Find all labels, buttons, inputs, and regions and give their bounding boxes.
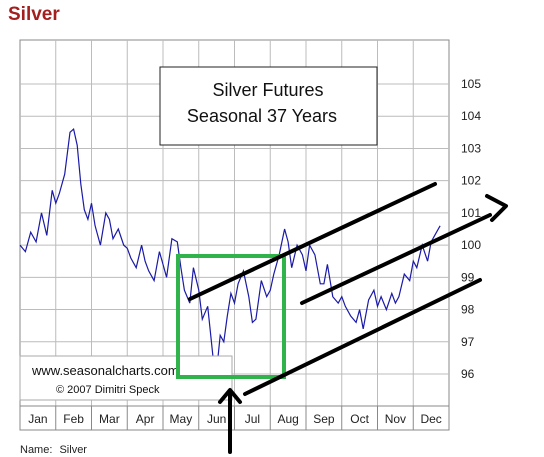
y-tick-label: 102	[461, 174, 481, 188]
x-tick-label: Jan	[28, 412, 47, 426]
trend-line-middle	[300, 213, 492, 305]
trend-line-lower	[243, 278, 482, 396]
x-tick-label: Sep	[313, 412, 335, 426]
chart-title-box	[159, 66, 378, 146]
x-tick-label: Feb	[63, 412, 84, 426]
chart-title: Silver Futures	[212, 80, 323, 100]
x-tick-label: Mar	[99, 412, 120, 426]
x-tick-label: Jul	[245, 412, 260, 426]
y-tick-label: 99	[461, 270, 475, 284]
page-title: Silver	[8, 4, 60, 25]
x-tick-label: Nov	[385, 412, 406, 426]
y-tick-labels: 96 97 98 99 100 101 102 103 104 105	[461, 77, 481, 381]
x-tick-label: Jun	[207, 412, 226, 426]
y-tick-label: 98	[461, 303, 475, 317]
x-tick-label: Dec	[420, 412, 441, 426]
x-tick-label: May	[170, 412, 193, 426]
footer-name: Name: Silver	[20, 444, 91, 456]
arrowhead-up	[218, 388, 242, 404]
footer-label: Name:	[20, 444, 53, 456]
watermark-url: www.seasonalcharts.com	[31, 363, 179, 378]
y-tick-label: 100	[461, 238, 481, 252]
x-tick-label: Apr	[136, 412, 155, 426]
y-tick-label: 105	[461, 77, 481, 91]
series-line	[19, 127, 441, 371]
trend-line-upper	[188, 182, 437, 301]
x-tick-label: Oct	[350, 412, 369, 426]
x-tick-labels: Jan Feb Mar Apr May Jun Jul Aug Sep Oct Nov Dec	[28, 412, 442, 426]
footer-value: Silver	[59, 444, 87, 456]
y-tick-label: 104	[461, 109, 481, 123]
chart-subtitle: Seasonal 37 Years	[187, 106, 337, 126]
y-tick-label: 103	[461, 141, 481, 155]
y-tick-label: 96	[461, 367, 475, 381]
x-tick-label: Aug	[277, 412, 298, 426]
highlight-box	[176, 254, 286, 379]
watermark-copyright: © 2007 Dimitri Speck	[56, 384, 160, 396]
arrowhead-right	[485, 194, 508, 222]
y-tick-label: 97	[461, 335, 475, 349]
y-tick-label: 101	[461, 206, 481, 220]
